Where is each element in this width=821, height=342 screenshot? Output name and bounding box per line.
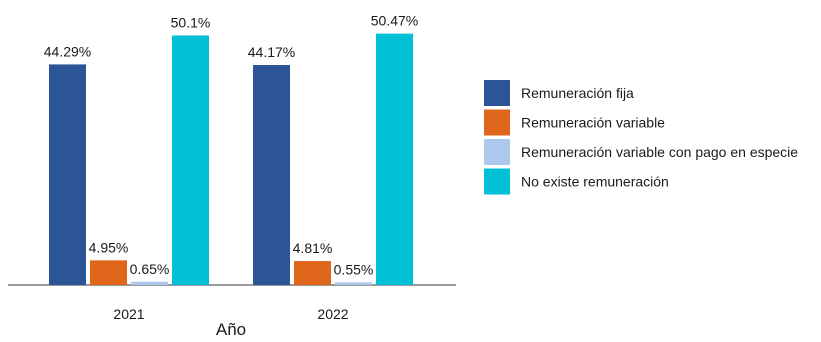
- legend-swatch-series-2: [484, 139, 510, 165]
- bar-2021-series-0: [49, 64, 86, 286]
- bar-labels-group: 44.29% 4.95%0.65% 50.1% 44.17% 4.81%0.55% 50.…: [44, 13, 418, 278]
- x-tick-labels: 2021 2022: [113, 306, 348, 322]
- bars-group: [49, 33, 413, 286]
- legend-label-series-3: No existe remuneración: [521, 174, 669, 190]
- legend-label-series-2: Remuneración variable con pago en especi…: [521, 144, 798, 160]
- legend-swatch-series-0: [484, 80, 510, 106]
- bar-2022-series-1: [294, 261, 331, 285]
- bar-2021-series-1: [90, 260, 127, 285]
- data-label-2022-series-2: 0.55%: [334, 261, 374, 277]
- legend: Remuneración fija Remuneración variable Re…: [484, 80, 798, 195]
- bar-2022-series-3: [376, 33, 413, 286]
- data-label-2021-series-3: 50.1%: [171, 14, 211, 30]
- bar-2021-series-2: [131, 281, 168, 285]
- data-label-2021-series-1: 4.95%: [89, 239, 129, 255]
- x-axis-title: Año: [216, 320, 246, 339]
- x-tick-label-2021: 2021: [113, 306, 144, 322]
- data-label-2021-series-0: 44.29%: [44, 43, 91, 59]
- legend-swatch-series-1: [484, 109, 510, 136]
- data-label-2022-series-3: 50.47%: [371, 13, 418, 29]
- legend-label-series-1: Remuneración variable: [521, 115, 665, 131]
- bar-2022-series-0: [253, 65, 290, 285]
- data-label-2021-series-2: 0.65%: [130, 261, 170, 277]
- bar-2021-series-3: [172, 35, 209, 285]
- legend-swatch-series-3: [484, 168, 510, 195]
- legend-label-series-0: Remuneración fija: [521, 85, 634, 101]
- data-label-2022-series-1: 4.81%: [293, 240, 333, 256]
- bar-2022-series-2: [335, 282, 372, 285]
- data-label-2022-series-0: 44.17%: [248, 44, 295, 60]
- x-tick-label-2022: 2022: [317, 306, 348, 322]
